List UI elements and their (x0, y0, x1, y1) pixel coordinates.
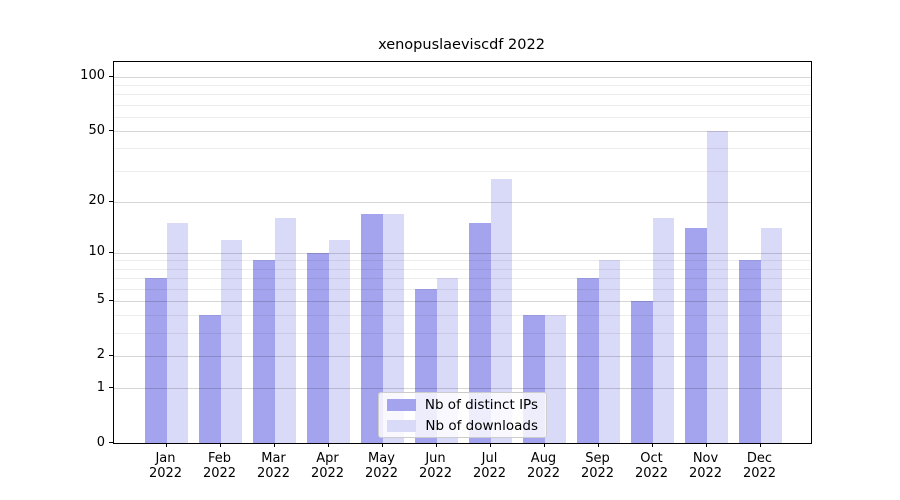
y-tick-mark-50 (109, 130, 113, 132)
minor-gridline-30 (114, 170, 811, 172)
bar-nov-downloads (706, 131, 728, 443)
x-tick-mark-aug (543, 443, 545, 447)
y-tick-mark-5 (109, 299, 113, 301)
legend-swatch-distinct-ips (387, 398, 416, 411)
legend-label-downloads: Nb of downloads (425, 417, 538, 434)
x-tick-label-jun: Jun 2022 (418, 451, 453, 481)
y-tick-mark-2 (109, 354, 113, 356)
y-tick-label-0: 0 (96, 434, 105, 450)
bar-mar-distinct-ips (253, 260, 275, 443)
y-tick-label-50: 50 (88, 122, 105, 138)
major-gridline-10 (114, 252, 811, 254)
minor-gridline-70 (114, 104, 811, 106)
x-tick-mark-may (381, 443, 383, 447)
bar-apr-distinct-ips (307, 252, 329, 443)
bar-dec-distinct-ips (739, 260, 761, 443)
y-tick-mark-1 (109, 387, 113, 389)
minor-gridline-60 (114, 116, 811, 118)
bar-feb-downloads (220, 239, 242, 443)
minor-gridline-80 (114, 94, 811, 96)
minor-gridline-4 (114, 315, 811, 317)
minor-gridline-3 (114, 333, 811, 335)
bar-jul-downloads (490, 178, 512, 443)
y-tick-label-20: 20 (88, 193, 105, 209)
bar-may-downloads (382, 213, 404, 443)
x-tick-mark-jul (489, 443, 491, 447)
major-gridline-2 (114, 355, 811, 357)
legend: Nb of distinct IPs Nb of downloads (378, 392, 547, 438)
major-gridline-5 (114, 300, 811, 302)
bar-apr-downloads (328, 239, 350, 443)
bar-mar-downloads (274, 218, 296, 443)
bar-nov-distinct-ips (685, 228, 707, 443)
bar-feb-distinct-ips (199, 315, 221, 443)
y-tick-label-10: 10 (88, 244, 105, 260)
minor-gridline-40 (114, 148, 811, 150)
x-tick-label-jul: Jul 2022 (472, 451, 507, 481)
legend-item-downloads: Nb of downloads (387, 418, 546, 434)
x-tick-mark-sep (597, 443, 599, 447)
bar-jul-distinct-ips (469, 223, 491, 443)
bar-dec-downloads (760, 228, 782, 443)
major-gridline-1 (114, 388, 811, 390)
major-gridline-20 (114, 201, 811, 203)
y-tick-label-1: 1 (96, 379, 105, 395)
y-tick-mark-20 (109, 200, 113, 202)
x-tick-mark-feb (219, 443, 221, 447)
x-tick-label-oct: Oct 2022 (634, 451, 669, 481)
x-tick-label-jan: Jan 2022 (148, 451, 183, 481)
bar-oct-distinct-ips (631, 300, 653, 443)
minor-gridline-8 (114, 268, 811, 270)
legend-swatch-downloads (387, 419, 416, 432)
x-tick-mark-mar (273, 443, 275, 447)
y-tick-label-5: 5 (96, 292, 105, 308)
x-tick-label-mar: Mar 2022 (256, 451, 291, 481)
bar-sep-distinct-ips (577, 278, 599, 443)
x-tick-mark-jun (435, 443, 437, 447)
y-tick-mark-10 (109, 251, 113, 253)
minor-gridline-6 (114, 288, 811, 290)
x-tick-label-dec: Dec 2022 (742, 451, 777, 481)
x-tick-mark-jan (165, 443, 167, 447)
x-tick-label-may: May 2022 (364, 451, 399, 481)
x-tick-mark-nov (705, 443, 707, 447)
plot-area (113, 61, 812, 444)
y-tick-mark-0 (109, 442, 113, 443)
bar-jan-distinct-ips (145, 278, 167, 443)
y-tick-label-100: 100 (80, 68, 105, 84)
y-tick-label-2: 2 (96, 347, 105, 363)
minor-gridline-90 (114, 85, 811, 87)
minor-gridline-9 (114, 260, 811, 262)
x-tick-label-feb: Feb 2022 (202, 451, 237, 481)
x-tick-label-apr: Apr 2022 (310, 451, 345, 481)
x-tick-mark-oct (651, 443, 653, 447)
legend-label-distinct-ips: Nb of distinct IPs (424, 396, 538, 413)
x-tick-label-nov: Nov 2022 (688, 451, 723, 481)
chart-title: xenopuslaeviscdf 2022 (378, 37, 545, 53)
bar-sep-downloads (598, 260, 620, 443)
major-gridline-50 (114, 131, 811, 133)
bar-jan-downloads (166, 223, 188, 443)
x-tick-label-sep: Sep 2022 (580, 451, 615, 481)
bar-aug-downloads (544, 315, 566, 443)
bar-oct-downloads (652, 218, 674, 443)
x-tick-mark-dec (759, 443, 761, 447)
legend-item-distinct-ips: Nb of distinct IPs (387, 397, 546, 413)
bar-may-distinct-ips (361, 213, 383, 443)
x-tick-mark-apr (327, 443, 329, 447)
y-tick-mark-100 (109, 75, 113, 77)
minor-gridline-7 (114, 278, 811, 280)
x-tick-label-aug: Aug 2022 (526, 451, 561, 481)
major-gridline-100 (114, 76, 811, 78)
